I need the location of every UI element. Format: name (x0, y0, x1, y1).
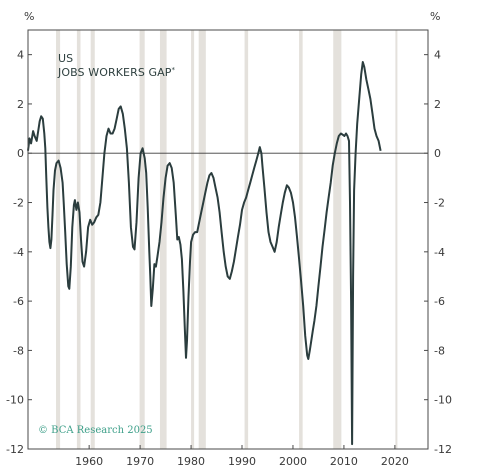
recession-band-11 (395, 30, 398, 449)
jobs-workers-gap-line (27, 61, 382, 446)
x-tick-label: 2020 (381, 455, 409, 468)
x-tick-label: 1960 (75, 455, 103, 468)
right-tick-label: 2 (434, 98, 441, 111)
x-tick-label: 1990 (228, 455, 256, 468)
left-tick-label: -4 (13, 246, 24, 259)
recession-band-5 (159, 30, 167, 449)
chart-title-line2: JOBS WORKERS GAP* (57, 66, 175, 79)
left-tick-label: -6 (13, 295, 24, 308)
recession-bands (56, 30, 398, 449)
recession-band-8 (244, 30, 249, 449)
x-tick-label: 1980 (177, 455, 205, 468)
left-tick-label: 2 (17, 98, 24, 111)
x-axis-ticks: 1960 1970 1980 1990 2000 2010 2020 (75, 445, 409, 468)
right-axis-ticks: 4 2 0 -2 -4 -6 -8 -10 -12 (424, 49, 452, 456)
chart-title-line1: US (58, 52, 73, 65)
recession-band-2 (76, 30, 81, 449)
left-tick-label: -8 (13, 344, 24, 357)
right-tick-label: -2 (434, 197, 445, 210)
right-tick-label: -8 (434, 344, 445, 357)
x-tick-label: 2010 (330, 455, 358, 468)
right-tick-label: -6 (434, 295, 445, 308)
x-tick-label: 2000 (279, 455, 307, 468)
chart-title-line2-text: JOBS WORKERS GAP (57, 66, 172, 79)
recession-band-3 (90, 30, 95, 449)
x-tick-label: 1970 (126, 455, 154, 468)
recession-band-7 (198, 30, 206, 449)
copyright-label: © BCA Research 2025 (38, 425, 153, 436)
left-tick-label: -10 (6, 394, 24, 407)
left-axis-ticks: 4 2 0 -2 -4 -6 -8 -10 -12 (6, 49, 32, 456)
right-tick-label: 4 (434, 49, 441, 62)
left-tick-label: -2 (13, 197, 24, 210)
right-tick-label: -12 (434, 443, 452, 456)
left-unit-label: % (24, 10, 34, 23)
left-tick-label: 4 (17, 49, 24, 62)
right-tick-label: -10 (434, 394, 452, 407)
left-tick-label: 0 (17, 147, 24, 160)
recession-band-9 (299, 30, 303, 449)
chart-title-footnote-marker: * (171, 66, 175, 74)
recession-band-4 (139, 30, 145, 449)
recession-band-10 (333, 30, 342, 449)
recession-band-1 (56, 30, 61, 449)
plot-frame (27, 29, 429, 450)
right-tick-label: -4 (434, 246, 445, 259)
left-tick-label: -12 (6, 443, 24, 456)
right-unit-label: % (430, 10, 440, 23)
right-tick-label: 0 (434, 147, 441, 160)
